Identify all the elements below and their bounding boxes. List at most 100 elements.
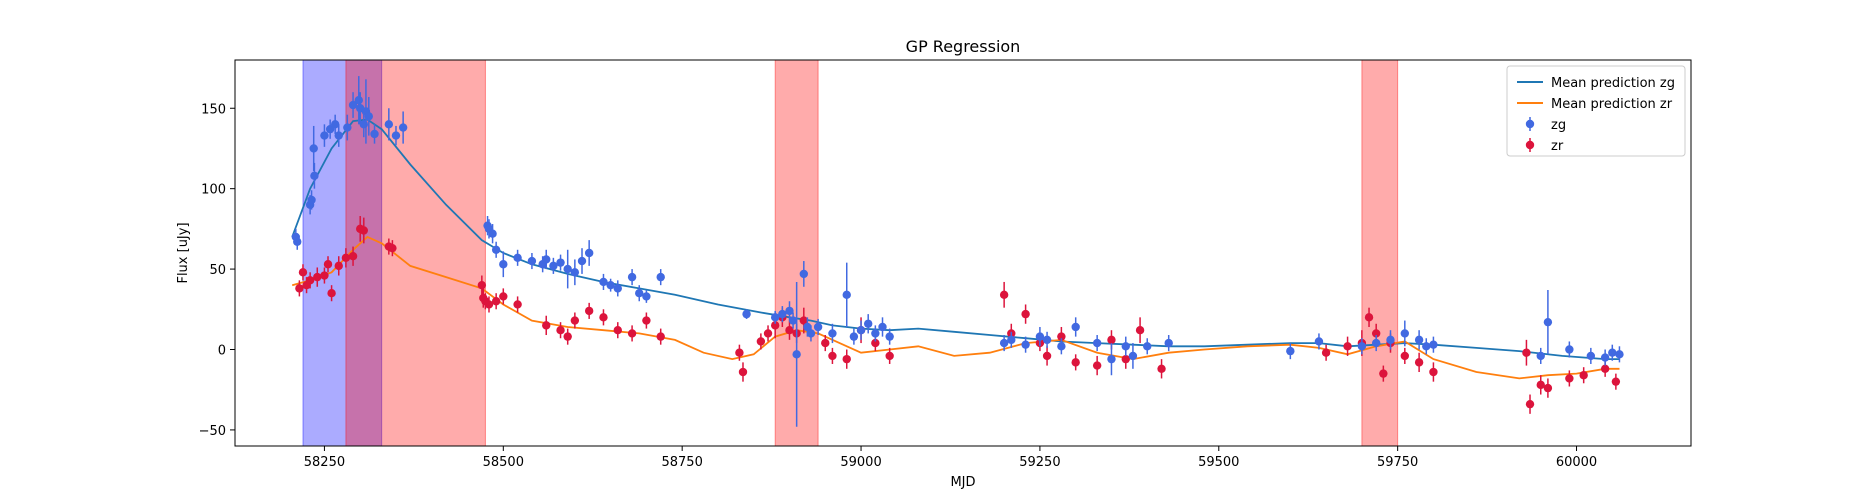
point-zg: [1608, 344, 1617, 361]
point-zr: [785, 320, 794, 340]
point-zr: [556, 322, 565, 339]
x-tick-label: 58750: [661, 455, 702, 470]
shaded-region-red-4: [1361, 59, 1399, 447]
marker-zg: [1314, 337, 1324, 346]
marker-zg: [1121, 342, 1130, 351]
legend-box: [1506, 65, 1686, 157]
point-zg: [806, 325, 816, 342]
marker-zr: [1157, 364, 1166, 373]
marker-zg: [354, 96, 363, 105]
point-zr: [305, 272, 315, 289]
marker-zr: [1379, 369, 1388, 378]
point-zg: [542, 249, 551, 270]
marker-zr: [1565, 374, 1574, 383]
point-zr: [491, 293, 501, 310]
marker-zr: [642, 316, 651, 325]
marker-zr: [313, 272, 322, 282]
data-points: [291, 76, 1624, 427]
point-zg: [527, 253, 537, 270]
point-zr: [388, 240, 397, 257]
marker-zr: [1414, 358, 1424, 367]
marker-zr: [613, 326, 622, 335]
marker-zg: [799, 269, 809, 279]
marker-zr: [1021, 309, 1030, 319]
legend-entry-zr: zr: [1525, 138, 1564, 154]
x-tick-label: 59500: [1198, 455, 1239, 470]
marker-zg: [792, 350, 801, 359]
point-zr: [1522, 339, 1531, 366]
point-zr: [334, 256, 343, 276]
point-zg: [1615, 346, 1624, 363]
point-zg: [863, 314, 873, 334]
marker-zr: [1071, 358, 1080, 367]
marker-zr: [1611, 377, 1621, 386]
marker-zg: [343, 123, 352, 132]
marker-zg: [293, 237, 302, 246]
marker-zg: [1400, 329, 1410, 338]
point-zg: [1121, 336, 1130, 356]
point-zr: [484, 296, 494, 313]
marker-zg: [1042, 335, 1052, 345]
point-zg: [570, 259, 580, 286]
point-zr: [1092, 355, 1102, 376]
marker-zg: [370, 129, 379, 139]
point-zr: [1565, 370, 1574, 387]
marker-zg: [1608, 348, 1617, 357]
marker-zg: [849, 332, 859, 341]
marker-zr: [627, 329, 637, 338]
point-zg: [370, 124, 379, 144]
legend-label: zg: [1551, 118, 1566, 133]
point-zg: [770, 310, 780, 324]
point-zg: [1600, 349, 1610, 366]
marker-zg: [1414, 335, 1424, 345]
marker-zg: [1543, 317, 1553, 327]
x-tick-label: 59250: [1019, 455, 1060, 470]
legend-marker-swatch: [1525, 119, 1535, 129]
legend: Mean prediction zg Mean prediction zr zg zr: [1506, 65, 1686, 157]
y-tick-label: −50: [199, 424, 226, 439]
point-zg: [606, 278, 615, 292]
marker-zg: [307, 195, 316, 205]
point-zg: [307, 190, 316, 210]
marker-zg: [1536, 351, 1545, 361]
marker-zg: [1586, 351, 1596, 361]
marker-zg: [742, 309, 751, 319]
point-zr: [842, 349, 851, 369]
marker-zg: [320, 131, 329, 140]
point-zr: [1400, 347, 1410, 364]
point-zg: [384, 108, 394, 141]
marker-zg: [1615, 350, 1624, 359]
point-zg: [828, 323, 837, 344]
point-zg: [398, 111, 408, 144]
x-tick-label: 59000: [840, 455, 881, 470]
marker-zg: [1107, 354, 1116, 364]
point-zr: [341, 248, 351, 268]
point-zg: [627, 269, 637, 286]
legend-entry-mean-zg: Mean prediction zg: [1517, 76, 1675, 91]
point-zg: [878, 317, 887, 337]
point-zg: [1007, 331, 1016, 348]
marker-zg: [334, 131, 343, 140]
marker-zg: [599, 277, 608, 287]
point-zg: [999, 335, 1009, 352]
marker-zr: [885, 351, 894, 361]
marker-zr: [484, 300, 494, 309]
marker-zr: [305, 276, 315, 285]
point-zr: [756, 333, 766, 350]
marker-zr: [828, 351, 837, 361]
marker-zr: [320, 271, 329, 280]
marker-zr: [821, 338, 830, 348]
point-zg: [1536, 347, 1545, 364]
point-zr: [584, 302, 594, 319]
marker-zr: [513, 300, 522, 309]
marker-zr: [542, 321, 551, 330]
marker-zg: [1600, 353, 1610, 362]
marker-zg: [785, 306, 794, 316]
point-zr: [1543, 378, 1553, 398]
marker-zr: [327, 289, 336, 298]
point-zr: [359, 217, 368, 244]
marker-zr: [799, 316, 809, 325]
point-zr: [1536, 375, 1545, 395]
marker-zg: [842, 290, 851, 300]
point-zg: [788, 312, 798, 329]
